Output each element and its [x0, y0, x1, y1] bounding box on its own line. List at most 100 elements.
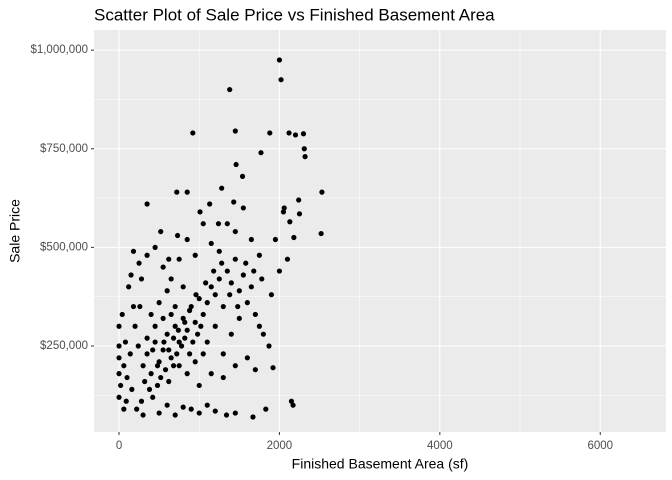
- point: [197, 209, 203, 215]
- point: [116, 355, 122, 361]
- point: [215, 221, 222, 227]
- point: [258, 150, 264, 156]
- point: [204, 300, 210, 306]
- point: [224, 221, 230, 227]
- point: [204, 339, 210, 345]
- point: [208, 371, 214, 377]
- point: [208, 284, 214, 290]
- y-tick-label: $750,000: [40, 143, 88, 155]
- point: [302, 154, 308, 160]
- point: [256, 252, 262, 258]
- point: [252, 311, 258, 318]
- point: [286, 130, 292, 136]
- point: [140, 363, 146, 369]
- x-tick-label: 4000: [427, 440, 453, 452]
- point: [290, 402, 296, 408]
- point: [187, 351, 193, 357]
- point: [268, 292, 275, 298]
- point: [260, 331, 266, 337]
- point: [160, 315, 166, 321]
- point: [232, 228, 238, 235]
- point: [138, 276, 145, 282]
- point: [235, 303, 241, 310]
- point: [196, 382, 202, 389]
- point: [156, 359, 162, 365]
- point: [136, 260, 142, 266]
- point: [219, 185, 225, 191]
- point: [168, 311, 174, 318]
- point: [207, 201, 213, 207]
- point: [233, 161, 239, 168]
- point: [244, 300, 250, 306]
- y-tick-label: $250,000: [40, 340, 88, 352]
- point: [208, 240, 214, 247]
- point: [300, 131, 307, 137]
- point: [240, 272, 246, 278]
- point: [232, 128, 238, 134]
- point: [248, 236, 254, 243]
- point: [184, 371, 190, 377]
- point: [124, 374, 130, 381]
- point: [142, 378, 148, 385]
- point: [166, 256, 172, 262]
- point: [176, 256, 182, 262]
- point: [121, 363, 127, 369]
- point: [198, 323, 204, 329]
- point: [180, 284, 186, 290]
- point: [116, 343, 122, 349]
- point: [156, 410, 162, 416]
- point: [232, 256, 238, 262]
- point: [252, 367, 258, 373]
- point: [152, 244, 158, 250]
- point: [240, 205, 246, 211]
- point: [216, 276, 222, 282]
- y-tick-label: $1,000,000: [30, 44, 88, 56]
- point: [121, 406, 127, 412]
- point: [291, 234, 297, 241]
- point: [231, 199, 237, 205]
- point: [223, 412, 230, 418]
- point: [116, 371, 122, 377]
- point: [212, 323, 218, 329]
- point: [148, 311, 154, 318]
- point: [174, 189, 180, 195]
- point: [270, 365, 276, 371]
- point: [220, 303, 226, 310]
- point: [150, 394, 156, 400]
- point: [272, 236, 279, 243]
- point: [170, 335, 177, 341]
- point: [251, 268, 257, 274]
- point: [220, 374, 226, 381]
- point: [239, 173, 246, 179]
- point: [284, 256, 291, 262]
- point: [190, 130, 196, 136]
- point: [118, 382, 124, 389]
- point: [224, 268, 230, 274]
- point: [175, 327, 181, 333]
- point: [144, 335, 150, 341]
- point: [174, 232, 181, 239]
- point: [203, 280, 209, 286]
- point: [188, 406, 194, 412]
- point: [263, 406, 269, 412]
- point: [116, 323, 122, 329]
- point: [172, 303, 178, 310]
- point: [200, 221, 206, 227]
- point: [281, 205, 287, 211]
- point: [200, 311, 206, 318]
- point: [216, 248, 222, 254]
- point: [292, 132, 299, 138]
- point: [256, 323, 262, 329]
- point: [318, 230, 324, 237]
- point: [178, 343, 185, 349]
- point: [176, 339, 182, 345]
- point: [188, 303, 194, 310]
- y-axis-label: Sale Price: [7, 199, 23, 263]
- chart-title: Scatter Plot of Sale Price vs Finished B…: [94, 5, 495, 24]
- point: [176, 363, 182, 369]
- point: [148, 371, 154, 377]
- point: [127, 351, 133, 357]
- point: [168, 276, 174, 282]
